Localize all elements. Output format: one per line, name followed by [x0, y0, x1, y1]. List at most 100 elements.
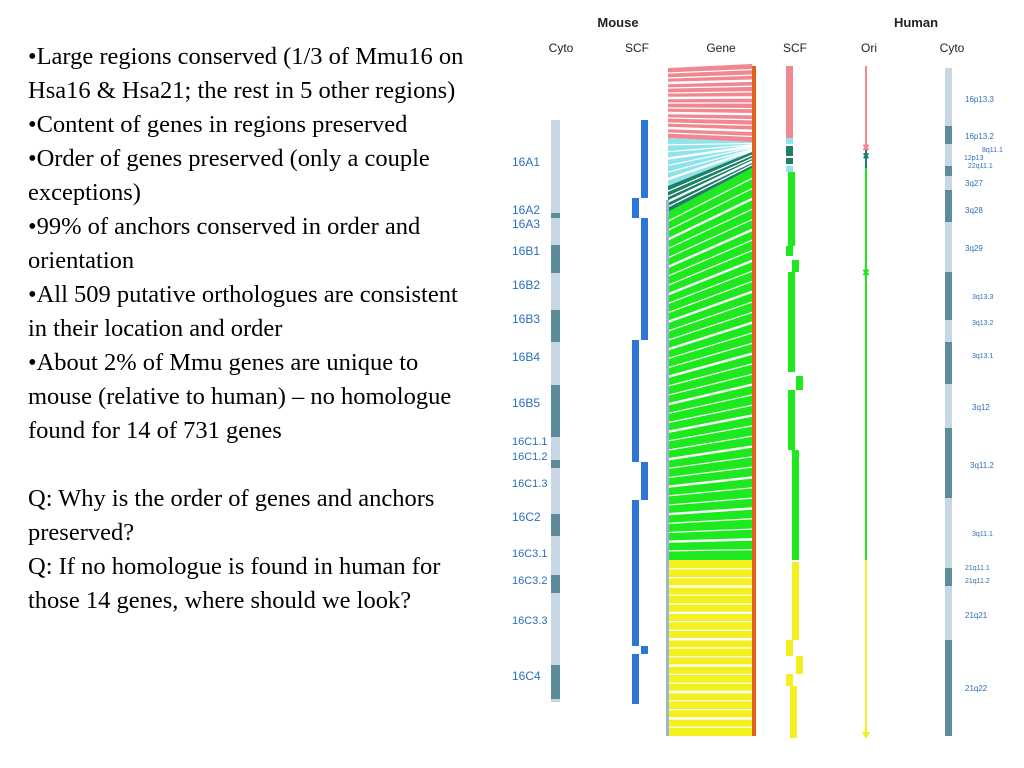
region-22q11-gap: [667, 157, 753, 197]
mouse-scf-segment: [641, 462, 648, 500]
human-scf-header: SCF: [783, 41, 807, 55]
region-16p13-gap: [667, 96, 753, 100]
synteny-figure: Mouse Human Cyto SCF Gene SCF Ori Cyto 1…: [490, 0, 1024, 768]
human-cyto-header: Cyto: [940, 41, 965, 55]
slide-text: •Large regions conserved (1/3 of Mmu16 o…: [28, 40, 473, 618]
human-band-label: 3q13.2: [972, 320, 994, 327]
mouse-cyto-dark-band: [551, 385, 560, 437]
region-8q-12p-gap: [667, 148, 753, 173]
human-band-label: 8q11.1: [982, 147, 1003, 154]
ori-marker: ✖: [862, 143, 870, 154]
ori-marker: ✖: [862, 151, 870, 161]
human-scf-segment: [792, 450, 799, 560]
region-3q-gap: [667, 476, 753, 488]
mouse-band-label: 16C4: [512, 669, 541, 683]
region-3q-gap: [667, 394, 753, 415]
human-cyto-dark-band: [945, 342, 952, 384]
human-band-label: 16p13.3: [965, 95, 994, 104]
region-3q-gap: [667, 445, 753, 461]
human-cyto-dark-band: [945, 640, 952, 736]
region-3q-gap: [667, 249, 753, 286]
human-cyto-dark-band: [945, 166, 952, 176]
human-band-label: 12p13: [964, 155, 984, 162]
region-3q-gap: [667, 363, 753, 387]
bullet-anchors: •99% of anchors conserved in order and o…: [28, 213, 421, 274]
mouse-cyto-header: Cyto: [549, 41, 574, 55]
human-scf-segment: [786, 138, 793, 144]
region-3q-gap: [667, 332, 753, 360]
region-16p13-gap: [667, 122, 753, 126]
region-8q-12p-gap: [667, 142, 753, 146]
mouse-cyto-dark-band: [551, 665, 560, 699]
human-band-label: 16p13.2: [965, 132, 994, 141]
mouse-band-label: 16B2: [512, 278, 540, 292]
human-cyto-dark-band: [945, 428, 952, 498]
region-3q-gap: [667, 259, 753, 296]
region-16p13-gap: [667, 79, 753, 85]
mouse-cyto-dark-band: [551, 460, 560, 468]
region-3q-gap: [667, 270, 753, 305]
human-band-label: 3q13.1: [972, 353, 994, 360]
region-22q11-gap: [667, 164, 753, 208]
human-scf-segment: [786, 166, 793, 172]
region-3q-gap: [667, 487, 753, 497]
human-scf-segment: [796, 376, 803, 390]
human-scf-segment: [786, 640, 793, 656]
bullet-orthologues: •All 509 putative orthologues are consis…: [28, 281, 458, 342]
human-scf-segment: [788, 172, 795, 246]
region-3q-gap: [667, 321, 753, 351]
bullet-gene-content: •Content of genes in regions preserved: [28, 111, 408, 138]
region-16p13-gap: [667, 126, 753, 133]
region-8q-12p-gap: [667, 147, 753, 167]
region-16p13-gap: [667, 68, 753, 74]
human-cyto-bar: [945, 68, 952, 736]
human-cyto-dark-band: [945, 272, 952, 320]
region-8q-12p-gap: [667, 149, 753, 181]
mouse-scf-segment: [632, 654, 639, 704]
mouse-scf-segment: [632, 340, 639, 462]
mouse-band-label: 16C1.1: [512, 436, 547, 448]
spacer: [28, 448, 473, 482]
human-band-label: 21q22: [965, 684, 988, 693]
human-scf-segment: [786, 158, 793, 164]
question-homologue: Q: If no homologue is found in human for…: [28, 553, 441, 614]
mouse-scf-segment: [632, 198, 639, 218]
human-band-label: 21q11.1: [965, 565, 990, 572]
mouse-scf-segment: [632, 500, 639, 588]
bullet-gene-order: •Order of genes preserved (only a couple…: [28, 145, 430, 206]
region-3q-gap: [667, 528, 753, 534]
mouse-scf-header: SCF: [625, 41, 649, 55]
human-band-label: 3q13.3: [972, 294, 994, 301]
human-scf-segment: [786, 146, 793, 152]
region-3q-gap: [667, 383, 753, 406]
human-cyto-dark-band: [945, 190, 952, 222]
human-band-label: 21q21: [965, 611, 988, 620]
mouse-cyto-dark-band: [551, 514, 560, 536]
human-cyto-dark-band: [945, 568, 952, 586]
ori-arrowhead: [862, 732, 870, 739]
region-3q-gap: [667, 549, 753, 552]
mouse-scf-segment: [641, 646, 648, 654]
mouse-scf-segment: [641, 242, 648, 340]
gene-header: Gene: [706, 41, 736, 55]
mouse-cyto-dark-band: [551, 213, 560, 218]
region-3q-gap: [667, 219, 753, 259]
mouse-band-label: 16A1: [512, 155, 540, 169]
region-8q-12p-gap: [667, 144, 753, 153]
human-scf-segment: [786, 246, 793, 256]
human-scf-segment: [788, 272, 795, 372]
question-order: Q: Why is the order of genes and anchors…: [28, 485, 435, 546]
region-3q-gap: [667, 352, 753, 378]
mouse-scf-segment: [641, 120, 648, 198]
region-3q-gap: [667, 280, 753, 314]
mouse-scf-segment: [641, 218, 648, 242]
human-band-label: 3q11.1: [972, 531, 993, 538]
region-3q-gap: [667, 311, 753, 341]
region-3q-gap: [667, 290, 753, 324]
mouse-scf-segment: [632, 588, 639, 646]
region-3q-gap: [667, 228, 753, 269]
region-3q-gap: [667, 301, 753, 332]
mouse-cyto-dark-band: [551, 575, 560, 593]
mouse-band-label: 16B5: [512, 396, 540, 410]
region-3q-gap: [667, 404, 753, 424]
